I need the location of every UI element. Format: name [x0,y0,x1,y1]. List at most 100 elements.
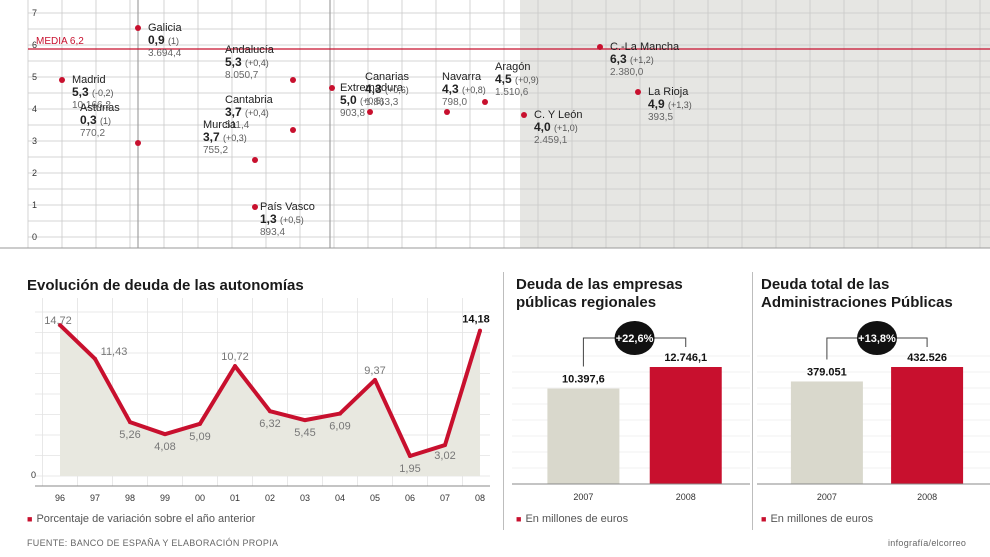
x-tick-label: 96 [55,493,65,503]
source-text: FUENTE: BANCO DE ESPAÑA Y ELABORACIÓN PR… [27,538,279,548]
x-tick-label: 99 [160,493,170,503]
data-label: 6,32 [259,418,280,430]
region-name: País Vasco [260,201,315,213]
region-name: Navarra [442,71,482,83]
data-point [58,323,62,328]
region-dot [290,127,296,133]
data-label: 5,26 [119,429,140,441]
region-dot [290,77,296,83]
region-name: Andalucía [225,44,275,56]
panel2-title-line2: públicas regionales [516,294,657,311]
y-tick-label: 3 [32,136,37,146]
bar-value-label: 12.746,1 [664,352,707,364]
change-badge-label: +22,6% [616,333,654,345]
y-tick-label: 7 [32,8,37,18]
bar [790,381,863,484]
panel3-note-row: ■ En millones de euros [761,513,873,525]
region-amount: 10.166,2 [72,100,111,111]
region-amount: 755,2 [203,145,228,156]
region-value-line: 4,9 (+1,3) [648,97,692,111]
change-badge [614,321,655,355]
data-label: 11,43 [101,346,128,358]
region-value-line: 4,0 (+1,0) [534,120,578,134]
x-tick-label: 98 [125,493,135,503]
region-name: Extremadura [340,82,404,94]
x-tick-label: 01 [230,493,240,503]
region-amount: 2.459,1 [534,135,568,146]
region-dot [252,204,258,210]
data-point [338,411,342,416]
region-amount: 1.863,3 [365,97,399,108]
region-name: Aragón [495,61,530,73]
panel3-title: Deuda total de las Administraciones Públ… [761,276,953,312]
region-dot [59,77,65,83]
panel1-note-row: ■ Porcentaje de variación sobre el año an… [27,513,255,525]
region-dot [135,25,141,31]
y-tick-label: 6 [32,40,37,50]
x-tick-label: 06 [405,493,415,503]
bullet-icon: ■ [27,514,33,524]
region-amount: 770,2 [80,128,105,139]
change-badge [856,321,897,355]
bar [649,367,722,484]
region-amount: 903,8 [340,108,365,119]
y-tick-label: 1 [32,200,37,210]
data-point [443,443,447,448]
public-admin-debt-chart: 379.051 2007 432.526 2008 +13,8% [757,318,990,511]
region-amount: 893,4 [260,227,285,238]
x-tick-label: 03 [300,493,310,503]
data-label: 10,72 [221,351,249,363]
region-dot [635,89,641,95]
shaded-region [520,0,990,248]
bar-value-label: 432.526 [907,352,947,364]
data-label: 1,95 [399,463,420,475]
data-point [163,432,167,437]
data-point [93,356,97,361]
credit-text: infografía/elcorreo [888,538,967,548]
data-label: 3,02 [434,450,455,462]
y-tick-label: 5 [32,72,37,82]
x-tick-label: 08 [475,493,485,503]
y-tick-label: 2 [32,168,37,178]
data-label: 5,09 [189,431,210,443]
region-value-line: 0,3 (1) [80,113,111,127]
panel1-title: Evolución de deuda de las autonomías [27,277,304,294]
bar-value-label: 379.051 [807,366,847,378]
region-value-line: 5,3 (+0,4) [225,55,269,69]
region-value-line: 4,3 (+0,6) [365,82,409,96]
panel3-title-line1: Deuda total de las [761,276,890,293]
region-dot [135,140,141,146]
region-value-line: 5,3 (-0,2) [72,85,114,99]
panel2-title-line1: Deuda de las empresas [516,276,683,293]
region-amount: 3.694,4 [148,48,182,59]
panel2-title: Deuda de las empresas públicas regionale… [516,276,683,312]
region-value-line: 4,3 (+0,8) [442,82,486,96]
x-tick-label: 2007 [573,492,593,502]
data-label: 14,18 [462,314,490,326]
x-tick-label: 2008 [676,492,696,502]
data-label: 5,45 [294,427,315,439]
region-dot [597,44,603,50]
data-point [128,420,132,425]
region-value-line: 3,7 (+0,4) [225,105,269,119]
data-label: 4,08 [154,441,175,453]
region-dot [444,109,450,115]
region-amount: 8.050,7 [225,70,259,81]
region-name: Galicia [148,22,183,34]
y-tick-label: 0 [31,470,36,480]
region-name: Asturias [80,102,120,114]
change-badge-label: +13,8% [858,333,896,345]
x-tick-label: 2008 [917,492,937,502]
region-value-line: 3,7 (+0,3) [203,130,247,144]
data-point [303,418,307,423]
region-name: C. Y León [534,109,583,121]
top-grid [27,0,990,248]
panel2-note-row: ■ En millones de euros [516,513,628,525]
region-name: Murcia [203,119,237,131]
data-point [478,328,482,333]
y-tick-label: 4 [32,104,37,114]
area-fill [60,325,480,476]
data-point [268,409,272,414]
x-tick-label: 04 [335,493,345,503]
